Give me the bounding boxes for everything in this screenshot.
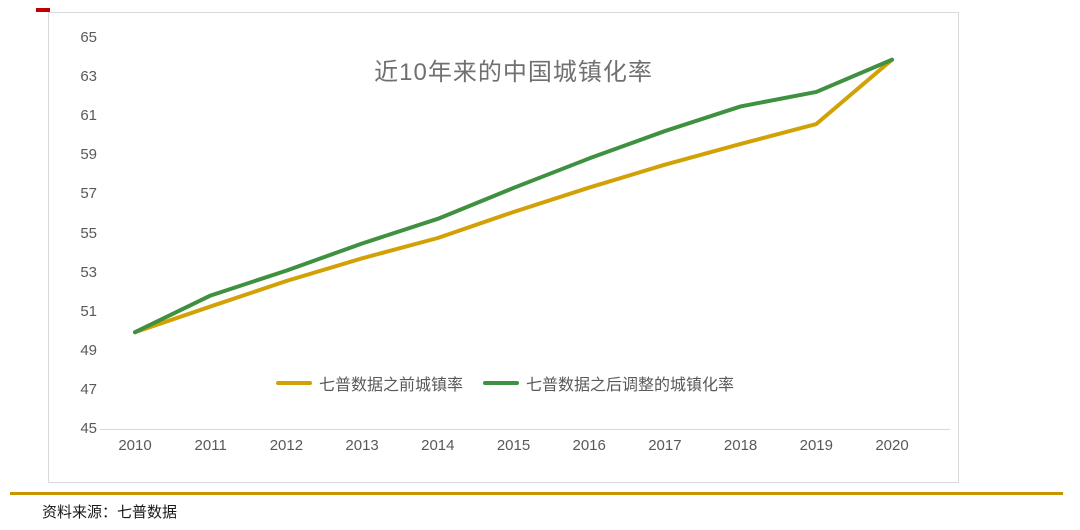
y-tick-label: 63 bbox=[80, 68, 97, 86]
y-tick-label: 51 bbox=[80, 302, 97, 320]
y-tick-label: 59 bbox=[80, 146, 97, 164]
legend-label-pre-census: 七普数据之前城镇率 bbox=[318, 377, 463, 394]
y-tick-label: 53 bbox=[80, 263, 97, 281]
y-tick-label: 47 bbox=[80, 380, 97, 398]
x-tick-label: 2020 bbox=[875, 437, 909, 454]
x-tick-label: 2017 bbox=[648, 437, 682, 454]
x-tick-label: 2010 bbox=[118, 437, 152, 454]
legend-swatch-adjusted bbox=[483, 381, 519, 385]
source-note: 资料来源：七普数据 bbox=[42, 504, 178, 521]
y-tick-label: 65 bbox=[80, 29, 97, 46]
red-dash-mark bbox=[36, 8, 50, 12]
x-tick-label: 2015 bbox=[496, 437, 531, 454]
x-tick-label: 2018 bbox=[723, 437, 758, 454]
chart-frame bbox=[48, 12, 959, 483]
y-tick-label: 49 bbox=[80, 341, 97, 359]
x-tick-label: 2012 bbox=[269, 437, 304, 454]
legend-label-adjusted: 七普数据之后调整的城镇化率 bbox=[526, 377, 735, 394]
x-tick-label: 2019 bbox=[799, 437, 833, 454]
x-tick-label: 2011 bbox=[194, 437, 227, 454]
y-tick-label: 57 bbox=[80, 185, 97, 203]
x-tick-label: 2013 bbox=[345, 437, 379, 454]
series-line-adjusted bbox=[133, 57, 894, 335]
y-tick-label: 61 bbox=[80, 107, 97, 125]
legend: 七普数据之前城镇率 七普数据之后调整的城镇化率 bbox=[100, 371, 910, 395]
legend-swatch-pre-census bbox=[275, 381, 312, 385]
x-tick-label: 2014 bbox=[421, 437, 455, 454]
chart-title: 近10年来的中国城镇化率 bbox=[374, 59, 653, 86]
y-tick-label: 55 bbox=[80, 224, 97, 242]
y-tick-label: 45 bbox=[80, 420, 97, 437]
gold-separator-line bbox=[10, 492, 1063, 495]
series-line-pre-census bbox=[133, 57, 894, 335]
x-tick-label: 2016 bbox=[572, 437, 606, 454]
